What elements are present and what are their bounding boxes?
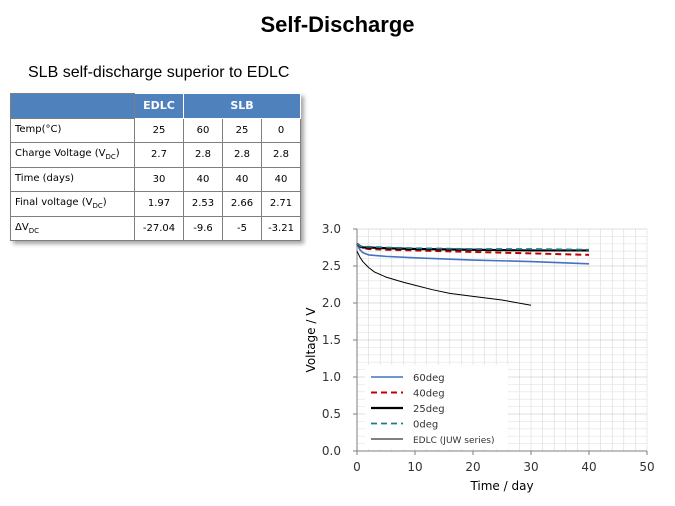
table-cell: 30	[134, 166, 184, 192]
table-row: Final voltage (VDC) 1.97 2.53 2.66 2.71	[10, 191, 301, 217]
table-header-slb: SLB	[183, 93, 301, 119]
table-header-row: EDLC SLB	[10, 93, 301, 119]
y-tick-label: 0.5	[322, 407, 341, 421]
series-line-3	[356, 243, 590, 251]
y-tick-label: 3.0	[322, 222, 341, 236]
y-tick-label: 1.5	[322, 333, 341, 347]
chart-legend: 60deg 40deg 25deg 0deg EDLC (JUW series)	[365, 365, 508, 449]
table-cell: 40	[183, 166, 223, 192]
voltage-chart: 0 10 20 30 40 50 0.0 0.5 1.0 1.5 2.0 2.5 3.0 60deg 40…	[304, 222, 655, 493]
table-cell: 25	[134, 117, 184, 143]
x-tick-label: 40	[581, 460, 596, 474]
table-cell: -9.6	[183, 215, 223, 241]
row-label: Temp(°C)	[10, 117, 135, 143]
row-label: Charge Voltage (VDC)	[10, 142, 135, 168]
table-cell: 60	[183, 117, 223, 143]
legend-label: EDLC (JUW series)	[413, 436, 494, 446]
table-header-edlc: EDLC	[134, 93, 184, 119]
table-cell: -5	[222, 215, 262, 241]
series-line-0	[356, 243, 590, 265]
y-tick-label: 0.0	[322, 444, 341, 458]
y-tick-label: 1.0	[322, 370, 341, 384]
self-discharge-table: EDLC SLB Temp(°C) 25 60 25 0 Charge Voltage (…	[10, 93, 301, 241]
table-cell: 2.71	[261, 191, 301, 217]
legend-label: 40deg	[413, 389, 445, 400]
chart-series	[356, 242, 590, 306]
x-tick-label: 10	[407, 460, 422, 474]
x-tick-label: 50	[639, 460, 654, 474]
table-cell: 2.8	[222, 142, 262, 168]
table-body: Temp(°C) 25 60 25 0 Charge Voltage (VDC) 2.7 2.…	[10, 117, 301, 241]
table-row: Time (days) 30 40 40 40	[10, 166, 301, 192]
y-tick-label: 2.5	[322, 259, 341, 273]
row-label: Final voltage (VDC)	[10, 191, 135, 217]
x-tick-label: 20	[465, 460, 480, 474]
row-label: Time (days)	[10, 166, 135, 192]
legend-label: 25deg	[413, 404, 445, 415]
table-cell: 40	[222, 166, 262, 192]
table-cell: 25	[222, 117, 262, 143]
table-cell: 2.7	[134, 142, 184, 168]
table-header-blank	[10, 93, 135, 119]
y-tick-label: 2.0	[322, 296, 341, 310]
table-row: Charge Voltage (VDC) 2.7 2.8 2.8 2.8	[10, 142, 301, 168]
legend-label: 60deg	[413, 373, 445, 384]
chart-xlabel: Time / day	[469, 479, 533, 493]
legend-label: 0deg	[413, 420, 438, 431]
x-tick-label: 0	[353, 460, 361, 474]
table-cell: -3.21	[261, 215, 301, 241]
x-tick-label: 30	[523, 460, 538, 474]
table-row: Temp(°C) 25 60 25 0	[10, 117, 301, 143]
table-cell: 2.8	[261, 142, 301, 168]
table-cell: 1.97	[134, 191, 184, 217]
chart-axes: 0 10 20 30 40 50 0.0 0.5 1.0 1.5 2.0 2.5 3.0	[322, 222, 655, 474]
chart-ylabel: Voltage / V	[304, 307, 318, 373]
table-row: ΔVDC -27.04 -9.6 -5 -3.21	[10, 215, 301, 241]
series-line-4	[356, 250, 532, 306]
table-cell: -27.04	[134, 215, 184, 241]
slide-subtitle: SLB self-discharge superior to EDLC	[28, 64, 290, 81]
table-cell: 40	[261, 166, 301, 192]
table-cell: 2.8	[183, 142, 223, 168]
table-cell: 0	[261, 117, 301, 143]
table-cell: 2.66	[222, 191, 262, 217]
row-label: ΔVDC	[10, 215, 135, 241]
slide-title: Self-Discharge	[260, 12, 415, 37]
table-cell: 2.53	[183, 191, 223, 217]
